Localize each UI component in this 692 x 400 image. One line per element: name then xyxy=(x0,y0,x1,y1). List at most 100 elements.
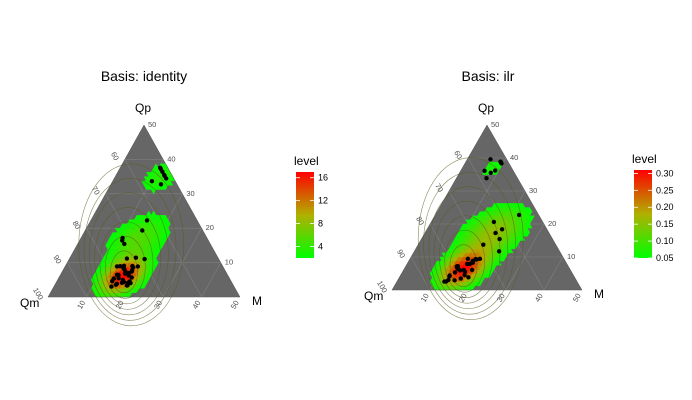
legend-tick-label: 4 xyxy=(318,242,323,252)
contour-line xyxy=(423,171,516,315)
data-point xyxy=(493,168,498,173)
data-point xyxy=(465,256,471,261)
data-point xyxy=(164,176,169,181)
data-point xyxy=(457,268,463,273)
data-point xyxy=(462,272,467,278)
data-point xyxy=(113,282,119,287)
density-cell xyxy=(524,227,531,233)
density-cell xyxy=(153,163,159,169)
data-point xyxy=(447,274,452,279)
data-point xyxy=(454,265,460,270)
tick-label-m: 30 xyxy=(495,292,507,304)
density-cell xyxy=(153,257,159,263)
data-point xyxy=(498,159,503,164)
data-point xyxy=(142,256,147,262)
data-point xyxy=(516,212,522,218)
data-point xyxy=(499,227,505,232)
vertex-label-m: M xyxy=(594,287,604,301)
tick-label-qp: 30 xyxy=(186,189,194,198)
tick-label-qm: 60 xyxy=(452,149,464,161)
legend-colorbar xyxy=(296,172,314,258)
grid-line xyxy=(543,256,564,291)
vertex-label-qp: Qp xyxy=(478,101,494,115)
legend-tick-label: 0.20 xyxy=(656,202,674,212)
legend-tick-label: 8 xyxy=(318,219,323,229)
density-cell xyxy=(162,214,169,220)
data-point xyxy=(114,264,120,269)
contour-lines xyxy=(78,163,185,327)
density-cell xyxy=(529,215,535,221)
data-point xyxy=(114,272,120,277)
data-point xyxy=(467,261,473,267)
data-point xyxy=(484,176,489,181)
grid-line xyxy=(505,223,545,291)
density-cell xyxy=(150,210,157,216)
density-cell xyxy=(527,207,533,212)
legend-tick-label: 0.25 xyxy=(656,185,674,195)
tick-label-qm: 90 xyxy=(395,248,407,260)
grid-line xyxy=(410,256,431,291)
tick-label-qp: 40 xyxy=(167,154,175,163)
data-point xyxy=(482,168,487,173)
density-cell xyxy=(527,223,533,229)
data-point xyxy=(120,238,125,243)
data-point xyxy=(496,249,502,254)
density-cell xyxy=(165,219,171,225)
density-cell xyxy=(165,227,171,233)
data-point xyxy=(158,182,164,187)
contour-line xyxy=(444,229,486,293)
contour-line xyxy=(78,163,185,327)
data-point xyxy=(122,267,127,272)
data-point xyxy=(493,230,498,236)
legend-tick-label: 0.30 xyxy=(656,168,674,178)
contour-line xyxy=(110,250,138,294)
tick-label-qm: 80 xyxy=(71,219,83,231)
tick-label-qp: 10 xyxy=(567,252,575,261)
data-point xyxy=(140,228,145,233)
data-point xyxy=(466,275,471,280)
legend-title: level xyxy=(294,154,319,168)
contour-line xyxy=(94,207,161,310)
data-point xyxy=(125,283,130,288)
tick-label-qp: 10 xyxy=(225,258,233,267)
data-point xyxy=(149,179,155,184)
legend: level 0.05 0.10 0.15 0.20 0.25 0.30 xyxy=(632,152,674,263)
data-point xyxy=(116,276,121,281)
vertex-label-m: M xyxy=(252,294,262,308)
data-point xyxy=(135,264,141,269)
data-point xyxy=(488,170,493,175)
tick-label-qm: 80 xyxy=(414,215,426,227)
tick-label-qp: 40 xyxy=(510,153,518,162)
tick-label-m: 50 xyxy=(571,292,583,304)
tick-label-qp: 20 xyxy=(206,223,214,232)
data-point xyxy=(481,242,486,247)
data-point xyxy=(121,263,127,268)
data-point xyxy=(130,263,135,269)
contour-line xyxy=(89,192,169,316)
vertex-label-qm: Qm xyxy=(364,289,383,303)
data-point xyxy=(488,157,493,162)
data-point xyxy=(129,269,134,274)
data-point xyxy=(109,284,114,289)
legend-tick-label: 0.10 xyxy=(656,236,674,246)
chart-title: Basis: ilr xyxy=(462,68,515,84)
contour-line xyxy=(104,236,146,299)
grid-line xyxy=(66,262,87,298)
legend-tick-label: 0.15 xyxy=(656,219,674,229)
legend-tick-label: 12 xyxy=(318,196,328,206)
data-point xyxy=(442,279,447,284)
data-point xyxy=(121,279,127,285)
tick-label-qp: 50 xyxy=(491,120,499,129)
data-point xyxy=(477,256,483,261)
tick-label-m: 40 xyxy=(533,292,545,304)
legend-tick-label: 0.05 xyxy=(656,253,674,263)
density-cell xyxy=(146,210,152,216)
tick-label-m: 50 xyxy=(229,299,241,311)
vertex-label-qp: Qp xyxy=(135,101,151,115)
triangle-background xyxy=(48,125,240,297)
data-point xyxy=(497,236,502,242)
density-cell xyxy=(519,235,526,241)
chart-title: Basis: identity xyxy=(101,68,187,84)
data-points xyxy=(442,157,522,284)
